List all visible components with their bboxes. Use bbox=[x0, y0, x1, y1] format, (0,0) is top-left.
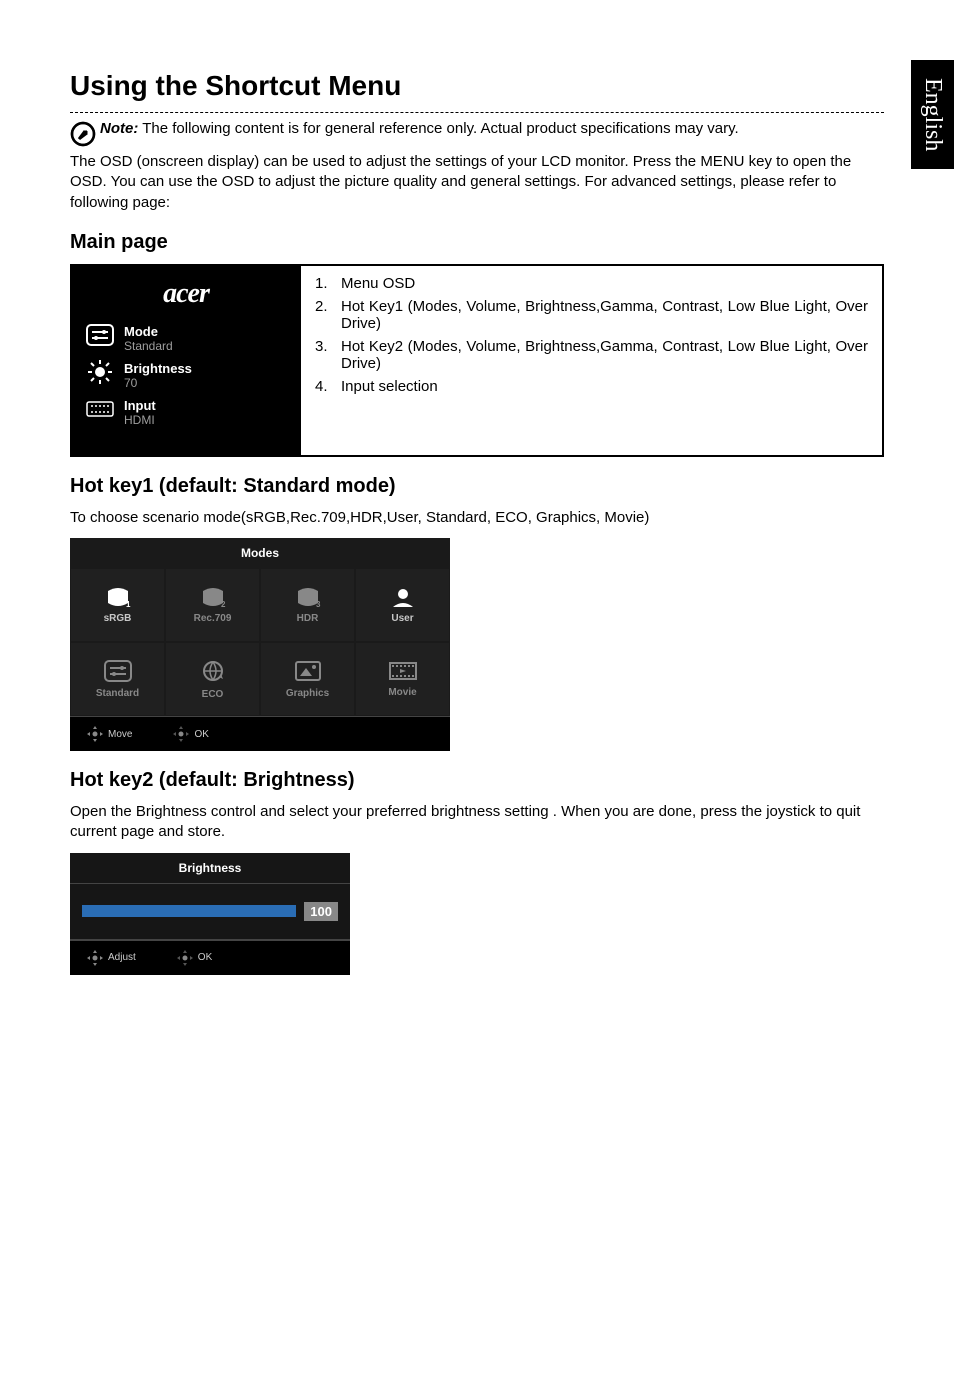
osd-item-brightness[interactable]: Brightness 70 bbox=[86, 361, 286, 390]
joystick-move[interactable]: Move bbox=[86, 725, 132, 743]
mode-graphics[interactable]: Graphics bbox=[261, 643, 354, 715]
menu-item: 3.Hot Key2 (Modes, Volume, Brightness,Ga… bbox=[311, 335, 872, 375]
main-page-row: acer Mode Standard Brightness 70 bbox=[70, 264, 884, 457]
mode-label: Graphics bbox=[286, 688, 329, 699]
menu-list: 1.Menu OSD 2.Hot Key1 (Modes, Volume, Br… bbox=[301, 265, 883, 456]
page-title: Using the Shortcut Menu bbox=[70, 70, 884, 102]
mode-label: Standard bbox=[96, 688, 139, 699]
joystick-adjust[interactable]: Adjust bbox=[86, 949, 136, 967]
modes-panel: Modes 1 sRGB 2 Rec.709 3 HDR User Standa… bbox=[70, 538, 450, 751]
mode-rec709[interactable]: 2 Rec.709 bbox=[166, 569, 259, 641]
intro-text: The OSD (onscreen display) can be used t… bbox=[70, 152, 884, 213]
language-tab: English bbox=[911, 60, 954, 169]
divider bbox=[70, 112, 884, 113]
brightness-title: Brightness bbox=[70, 853, 350, 883]
hotkey1-heading: Hot key1 (default: Standard mode) bbox=[70, 475, 884, 498]
mode-movie[interactable]: Movie bbox=[356, 643, 449, 715]
modes-grid: 1 sRGB 2 Rec.709 3 HDR User Standard EC bbox=[70, 568, 450, 716]
brand-logo: acer bbox=[86, 278, 286, 310]
note-block: Note: The following content is for gener… bbox=[70, 119, 884, 152]
move-label: Move bbox=[108, 729, 132, 740]
osd-mode-sub: Standard bbox=[124, 339, 173, 353]
menu-item: 4.Input selection bbox=[311, 375, 872, 398]
note-icon bbox=[70, 121, 96, 152]
mode-standard[interactable]: Standard bbox=[71, 643, 164, 715]
adjust-label: Adjust bbox=[108, 952, 136, 963]
mode-hdr[interactable]: 3 HDR bbox=[261, 569, 354, 641]
mode-srgb[interactable]: 1 sRGB bbox=[71, 569, 164, 641]
brightness-slider[interactable] bbox=[82, 905, 296, 917]
sun-icon bbox=[86, 361, 114, 383]
mode-label: Movie bbox=[388, 687, 416, 698]
osd-panel: acer Mode Standard Brightness 70 bbox=[71, 265, 301, 456]
main-page-heading: Main page bbox=[70, 231, 884, 254]
svg-text:1: 1 bbox=[126, 600, 131, 607]
mode-label: User bbox=[391, 613, 413, 624]
osd-item-input[interactable]: Input HDMI bbox=[86, 398, 286, 427]
osd-item-mode[interactable]: Mode Standard bbox=[86, 324, 286, 353]
mode-label: ECO bbox=[202, 689, 224, 700]
mode-label: Rec.709 bbox=[194, 613, 232, 624]
osd-input-title: Input bbox=[124, 398, 156, 413]
sliders-icon bbox=[86, 324, 114, 346]
hotkey2-desc: Open the Brightness control and select y… bbox=[70, 802, 884, 843]
menu-item: 1.Menu OSD bbox=[311, 272, 872, 295]
osd-input-sub: HDMI bbox=[124, 413, 156, 427]
joystick-ok[interactable]: OK bbox=[176, 949, 212, 967]
hotkey1-desc: To choose scenario mode(sRGB,Rec.709,HDR… bbox=[70, 508, 884, 528]
ok-label: OK bbox=[194, 729, 208, 740]
brightness-footer: Adjust OK bbox=[70, 940, 350, 975]
svg-text:2: 2 bbox=[221, 600, 226, 607]
input-icon bbox=[86, 398, 114, 420]
brightness-slider-row: 100 bbox=[70, 883, 350, 940]
hotkey2-heading: Hot key2 (default: Brightness) bbox=[70, 769, 884, 792]
brightness-value: 100 bbox=[304, 902, 338, 921]
modes-title: Modes bbox=[70, 538, 450, 568]
osd-brightness-title: Brightness bbox=[124, 361, 192, 376]
menu-item: 2.Hot Key1 (Modes, Volume, Brightness,Ga… bbox=[311, 295, 872, 335]
svg-text:3: 3 bbox=[316, 600, 321, 607]
ok-label: OK bbox=[198, 952, 212, 963]
mode-user[interactable]: User bbox=[356, 569, 449, 641]
mode-label: sRGB bbox=[104, 613, 132, 624]
mode-label: HDR bbox=[297, 613, 319, 624]
osd-mode-title: Mode bbox=[124, 324, 173, 339]
osd-brightness-sub: 70 bbox=[124, 376, 192, 390]
joystick-ok[interactable]: OK bbox=[172, 725, 208, 743]
modes-footer: Move OK bbox=[70, 716, 450, 751]
brightness-panel: Brightness 100 Adjust OK bbox=[70, 853, 350, 975]
mode-eco[interactable]: ECO bbox=[166, 643, 259, 715]
note-text: Note: The following content is for gener… bbox=[100, 119, 884, 139]
